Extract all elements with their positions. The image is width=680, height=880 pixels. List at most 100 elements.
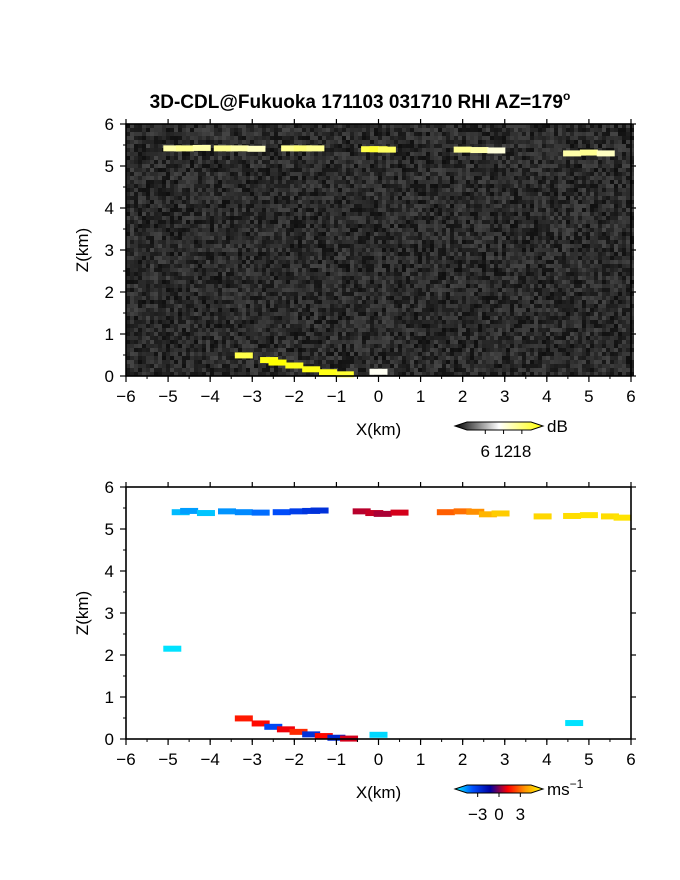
- y-tick-label: 0: [105, 730, 114, 749]
- data-cell: [533, 513, 552, 520]
- x-tick-label: 1: [416, 750, 425, 769]
- colorbar-unit: ms−1: [547, 777, 584, 799]
- y-tick-label: 1: [105, 325, 114, 344]
- data-cell: [302, 731, 321, 738]
- data-cell: [234, 352, 253, 359]
- data-cell: [163, 145, 182, 152]
- data-cell: [453, 146, 472, 153]
- x-tick-label: −4: [200, 750, 219, 769]
- figure-title: 3D-CDL@Fukuoka 171103 031710 RHI AZ=179o: [150, 89, 571, 113]
- data-cell: [491, 510, 510, 517]
- data-cell: [247, 145, 266, 152]
- x-tick-label: −3: [243, 750, 262, 769]
- data-cell: [302, 366, 321, 373]
- y-tick-label: 3: [105, 241, 114, 260]
- x-tick-label: −2: [285, 387, 304, 406]
- x-tick-label: −5: [158, 387, 177, 406]
- x-tick-label: −1: [327, 387, 346, 406]
- data-cell: [390, 509, 409, 516]
- colorbar-tick-label: −3: [468, 805, 487, 824]
- data-cell: [310, 507, 329, 514]
- x-tick-label: 3: [500, 387, 509, 406]
- y-tick-label: 5: [105, 520, 114, 539]
- data-cell: [579, 149, 598, 156]
- data-cell: [180, 507, 199, 514]
- x-tick-label: −2: [285, 750, 304, 769]
- y-tick-label: 3: [105, 604, 114, 623]
- x-tick-label: 6: [626, 387, 635, 406]
- data-cell: [478, 511, 497, 518]
- data-cell: [285, 362, 304, 369]
- data-cell: [289, 508, 308, 515]
- data-cell: [487, 147, 506, 154]
- data-cell: [453, 508, 472, 515]
- data-cell: [352, 508, 371, 515]
- y-tick-label: 0: [105, 367, 114, 386]
- data-cell: [314, 733, 333, 740]
- data-cell: [251, 509, 270, 516]
- data-cell: [600, 513, 619, 520]
- data-cell: [373, 510, 392, 517]
- data-cell: [466, 508, 485, 515]
- data-cell: [293, 145, 312, 152]
- y-tick-label: 6: [105, 478, 114, 497]
- x-tick-label: 4: [542, 750, 551, 769]
- data-cell: [163, 645, 182, 652]
- x-tick-label: 2: [458, 387, 467, 406]
- data-cell: [470, 147, 489, 154]
- data-features: [163, 507, 632, 742]
- data-cell: [234, 715, 253, 722]
- data-cell: [230, 145, 249, 152]
- data-cell: [276, 726, 295, 733]
- x-tick-label: 1: [416, 387, 425, 406]
- noise-texture: [126, 124, 634, 376]
- y-tick-label: 2: [105, 646, 114, 665]
- x-tick-label: −4: [200, 387, 219, 406]
- y-tick-label: 1: [105, 688, 114, 707]
- y-axis: 0 1 2 3 4 5 6 Z(km): [73, 478, 636, 749]
- plot-background: [126, 487, 631, 739]
- x-tick-label: 0: [374, 387, 383, 406]
- data-cell: [563, 150, 582, 157]
- data-cell: [175, 145, 194, 152]
- x-tick-label: 5: [584, 750, 593, 769]
- data-cell: [213, 145, 232, 152]
- colorbar: −3 0 3 ms−1: [453, 777, 584, 824]
- data-cell: [563, 512, 582, 519]
- data-cell: [369, 368, 388, 375]
- colorbar-bar: [453, 784, 545, 794]
- data-cell: [327, 734, 346, 741]
- y-tick-label: 5: [105, 157, 114, 176]
- x-tick-label: 2: [458, 750, 467, 769]
- data-cell: [272, 509, 291, 516]
- y-tick-label: 2: [105, 283, 114, 302]
- data-cell: [565, 720, 584, 727]
- x-tick-label: 5: [584, 387, 593, 406]
- x-tick-label: 0: [374, 750, 383, 769]
- data-cell: [251, 720, 270, 727]
- x-tick-label: −6: [116, 387, 135, 406]
- y-tick-label: 4: [105, 199, 114, 218]
- data-cell: [264, 723, 283, 730]
- y-axis-label: Z(km): [73, 228, 92, 272]
- x-tick-label: 3: [500, 750, 509, 769]
- data-cell: [281, 145, 300, 152]
- data-cell: [319, 369, 337, 376]
- x-tick-label: −3: [243, 387, 262, 406]
- data-features: [163, 144, 615, 378]
- colorbar-bar: [453, 421, 545, 431]
- data-cell: [196, 510, 215, 517]
- x-axis: −6 −5 −4 −3 −2 −1 0 1 2 3 4 5 6 X(km): [116, 482, 636, 802]
- x-axis-label: X(km): [356, 783, 401, 802]
- data-cell: [289, 728, 308, 735]
- x-tick-label: 4: [542, 387, 551, 406]
- x-tick-label: −6: [116, 750, 135, 769]
- colorbar-unit: dB: [547, 417, 568, 436]
- colorbar-tick-label: 6: [481, 442, 490, 461]
- y-axis-label: Z(km): [73, 591, 92, 635]
- data-cell: [613, 514, 632, 521]
- x-axis-label: X(km): [356, 420, 401, 439]
